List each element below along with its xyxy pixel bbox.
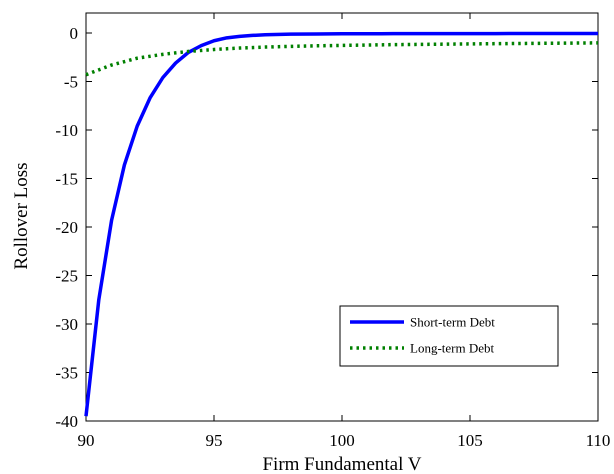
y-tick-label: -15 xyxy=(55,170,78,189)
x-tick-label: 95 xyxy=(206,431,223,450)
series-line-long-term-debt xyxy=(85,41,599,77)
legend-label-long-term-debt: Long-term Debt xyxy=(410,341,495,356)
legend-label-short-term-debt: Short-term Debt xyxy=(410,315,495,330)
y-tick-label: -35 xyxy=(55,364,78,383)
series-lines xyxy=(84,31,599,417)
legend: Short-term Debt Long-term Debt xyxy=(339,305,559,367)
y-tick-label: -10 xyxy=(55,121,78,140)
x-tick-label: 105 xyxy=(457,431,483,450)
y-axis-label: Rollover Loss xyxy=(11,162,32,269)
y-axis: 0 -5 -10 -15 -20 -25 -30 -35 -40 xyxy=(55,24,598,431)
legend-box xyxy=(339,305,559,367)
series-line-short-term-debt xyxy=(84,31,598,417)
y-tick-label: -30 xyxy=(55,315,78,334)
y-tick-label: -5 xyxy=(64,73,78,92)
y-tick-label: 0 xyxy=(70,24,79,43)
x-tick-label: 110 xyxy=(586,431,611,450)
y-tick-label: -20 xyxy=(55,218,78,237)
y-tick-label: -40 xyxy=(55,412,78,431)
x-axis-label: Firm Fundamental V xyxy=(262,454,421,474)
x-tick-label: 100 xyxy=(329,431,355,450)
x-tick-label: 90 xyxy=(78,431,95,450)
x-axis: 90 95 100 105 110 xyxy=(78,13,611,450)
y-tick-label: -25 xyxy=(55,267,78,286)
